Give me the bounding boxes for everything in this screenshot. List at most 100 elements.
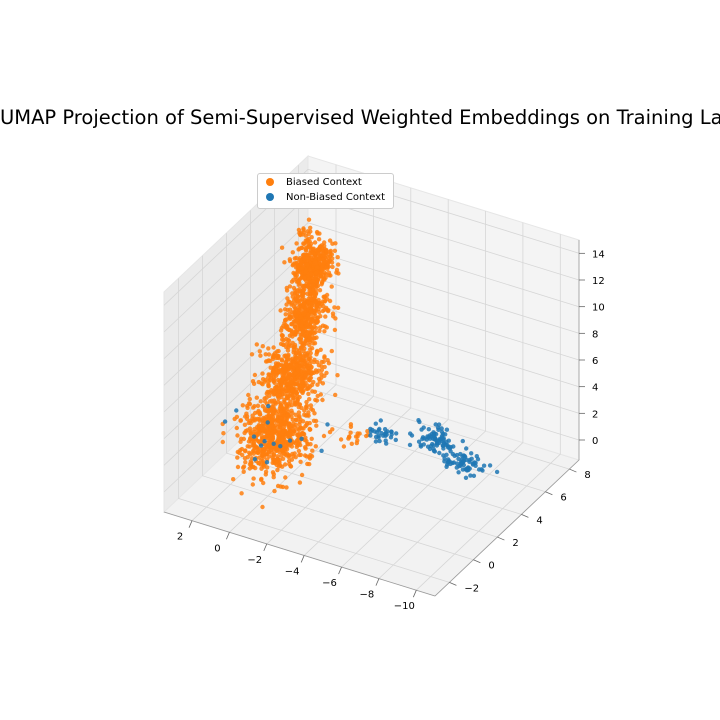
point-biased	[293, 441, 298, 446]
point-biased	[270, 470, 276, 475]
point-biased	[322, 259, 327, 265]
point-biased	[305, 364, 310, 369]
point-biased	[279, 404, 285, 410]
point-biased	[275, 369, 280, 374]
x-tick-label: 0	[214, 543, 220, 554]
point-non-biased	[442, 459, 447, 464]
point-biased	[235, 464, 241, 470]
point-biased	[292, 378, 298, 383]
point-biased	[325, 266, 330, 271]
point-non-biased	[431, 448, 437, 454]
point-biased	[314, 398, 320, 403]
point-biased	[249, 352, 255, 357]
x-tick-mark	[375, 578, 380, 586]
point-biased	[309, 241, 314, 246]
point-biased	[274, 462, 279, 468]
point-biased	[296, 383, 302, 388]
point-biased	[314, 270, 319, 276]
x-tick-mark	[412, 590, 417, 598]
point-biased	[283, 360, 288, 365]
point-non-biased	[384, 441, 389, 446]
point-biased	[327, 238, 333, 243]
point-biased	[281, 338, 286, 343]
point-biased	[326, 258, 331, 264]
point-biased	[257, 349, 262, 354]
point-biased	[327, 429, 333, 435]
point-biased	[299, 245, 304, 251]
point-biased	[285, 393, 290, 399]
y-tick-label: 6	[560, 493, 566, 504]
point-biased	[266, 352, 272, 357]
point-biased	[279, 357, 285, 362]
point-biased	[312, 300, 317, 305]
point-non-biased	[448, 461, 453, 467]
point-biased	[296, 448, 302, 454]
point-biased	[260, 427, 266, 432]
point-biased	[247, 450, 252, 455]
point-biased	[283, 312, 288, 317]
point-biased	[275, 363, 280, 369]
point-non-biased	[408, 431, 413, 436]
point-biased	[286, 458, 292, 464]
point-biased	[254, 342, 259, 347]
point-non-biased	[266, 403, 271, 409]
point-biased	[231, 477, 236, 482]
point-biased	[294, 241, 299, 246]
point-biased	[308, 453, 313, 458]
point-biased	[278, 463, 283, 468]
point-biased	[318, 325, 323, 330]
point-biased	[299, 266, 305, 271]
point-biased	[319, 270, 324, 275]
point-biased	[311, 251, 316, 256]
point-non-biased	[430, 441, 435, 447]
grid-line-z	[163, 328, 580, 466]
point-biased	[320, 299, 326, 304]
point-biased	[290, 410, 295, 416]
point-biased	[278, 408, 283, 414]
point-biased	[287, 443, 292, 448]
point-biased	[292, 256, 297, 261]
point-biased	[307, 245, 312, 250]
point-biased	[260, 371, 265, 376]
point-biased	[319, 367, 325, 373]
point-biased	[265, 359, 270, 364]
point-biased	[270, 404, 275, 410]
point-biased	[277, 379, 283, 384]
point-biased	[304, 352, 310, 357]
point-biased	[286, 338, 292, 343]
point-biased	[307, 330, 312, 335]
point-biased	[301, 355, 306, 360]
point-biased	[294, 347, 300, 353]
z-tick-label: 10	[592, 303, 605, 314]
point-non-biased	[448, 449, 453, 454]
point-biased	[256, 408, 261, 414]
point-biased	[309, 369, 314, 375]
point-biased	[306, 217, 312, 222]
point-biased	[336, 262, 341, 267]
point-biased	[259, 476, 264, 482]
point-biased	[288, 464, 294, 469]
point-non-biased	[460, 454, 465, 459]
point-biased	[330, 311, 336, 316]
point-non-biased	[441, 453, 446, 458]
point-non-biased	[407, 442, 413, 448]
point-biased	[305, 386, 310, 391]
point-biased	[298, 459, 303, 464]
point-biased	[256, 416, 262, 422]
point-biased	[309, 382, 315, 388]
point-biased	[256, 461, 261, 466]
y-tick-mark	[545, 491, 553, 496]
point-biased	[299, 405, 304, 411]
point-biased	[291, 344, 297, 349]
point-biased	[289, 301, 294, 306]
point-non-biased	[475, 457, 481, 462]
point-biased	[295, 437, 300, 443]
z-tick-label: 2	[592, 409, 598, 420]
point-non-biased	[456, 470, 461, 475]
point-biased	[293, 324, 298, 330]
point-non-biased	[445, 445, 451, 450]
point-biased	[319, 359, 324, 365]
grid-line-x	[378, 222, 524, 579]
point-biased	[294, 355, 299, 360]
point-non-biased	[472, 460, 477, 465]
